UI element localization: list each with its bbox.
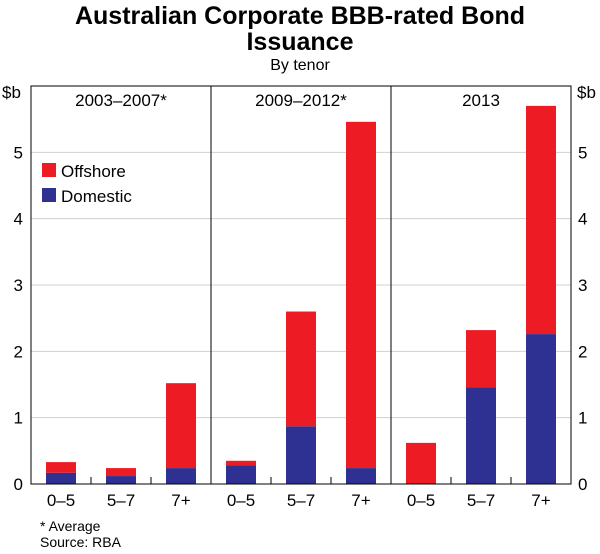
- y-tick-label-left: 1: [14, 409, 23, 428]
- legend-label-domestic: Domestic: [61, 187, 132, 206]
- legend-swatch-offshore: [42, 163, 56, 177]
- x-tick-label: 5–7: [107, 491, 135, 510]
- panel-label: 2009–2012*: [255, 91, 347, 110]
- bar-domestic: [166, 468, 196, 484]
- chart-title-line1: Australian Corporate BBB-rated Bond: [74, 2, 526, 30]
- x-tick-label: 0–5: [47, 491, 75, 510]
- y-axis-unit-right: $b: [577, 83, 596, 102]
- y-tick-label-right: 3: [578, 276, 587, 295]
- bar-domestic: [46, 472, 76, 484]
- y-tick-label-left: 4: [14, 210, 23, 229]
- y-tick-label-left: 3: [14, 276, 23, 295]
- bar-domestic: [346, 468, 376, 484]
- bar-offshore: [406, 442, 436, 484]
- bar-offshore: [46, 462, 76, 473]
- footnote: * Average: [40, 518, 101, 534]
- bar-offshore: [226, 460, 256, 466]
- x-tick-label: 5–7: [287, 491, 315, 510]
- y-axis-unit-left: $b: [2, 83, 21, 102]
- legend-label-offshore: Offshore: [61, 162, 126, 181]
- bar-offshore: [106, 468, 136, 477]
- bar-domestic: [226, 465, 256, 484]
- y-tick-label-right: 2: [578, 342, 587, 361]
- y-tick-label-right: 0: [578, 475, 587, 494]
- bar-offshore: [526, 105, 556, 335]
- legend-swatch-domestic: [42, 188, 56, 202]
- chart-subtitle: By tenor: [270, 57, 330, 74]
- panel-label: 2003–2007*: [75, 91, 167, 110]
- y-tick-label-right: 5: [578, 143, 587, 162]
- chart-title-line2: Issuance: [246, 28, 354, 56]
- x-tick-label: 7+: [171, 491, 190, 510]
- x-tick-label: 7+: [351, 491, 370, 510]
- bar-domestic: [526, 334, 556, 484]
- bar-offshore: [466, 330, 496, 388]
- source: Source: RBA: [40, 534, 121, 550]
- plot-frame: [30, 85, 572, 485]
- bar-domestic: [106, 476, 136, 484]
- y-tick-label-right: 4: [578, 210, 587, 229]
- x-tick-label: 7+: [531, 491, 550, 510]
- bar-offshore: [166, 383, 196, 469]
- bar-offshore: [286, 311, 316, 427]
- x-tick-label: 5–7: [467, 491, 495, 510]
- x-tick-label: 0–5: [407, 491, 435, 510]
- bar-domestic: [286, 426, 316, 484]
- y-tick-label-right: 1: [578, 409, 587, 428]
- x-tick-label: 0–5: [227, 491, 255, 510]
- bar-domestic: [466, 387, 496, 484]
- y-tick-label-left: 2: [14, 342, 23, 361]
- panel-label: 2013: [462, 91, 500, 110]
- y-tick-label-left: 5: [14, 143, 23, 162]
- y-tick-label-left: 0: [14, 475, 23, 494]
- bar-offshore: [346, 121, 376, 469]
